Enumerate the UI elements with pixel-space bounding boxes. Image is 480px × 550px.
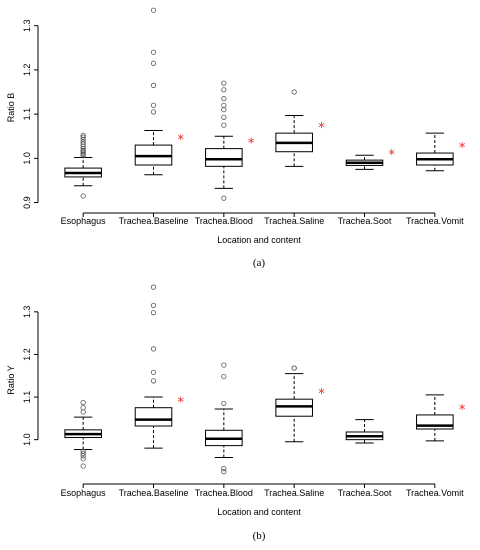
outlier-point (80, 132, 86, 138)
x-axis-title: Location and content (217, 235, 301, 245)
x-tick-label: Esophagus (61, 216, 107, 226)
significance-star: * (459, 141, 466, 156)
x-tick-label: Trachea.Vomit (406, 488, 464, 498)
box-trachea-blood: Trachea.Blood (195, 362, 253, 498)
x-axis-title: Location and content (217, 507, 301, 517)
outlier-point (150, 82, 157, 88)
box-trachea-soot: Trachea.Soot (338, 419, 392, 498)
x-tick-label: Trachea.Soot (338, 488, 392, 498)
outlier-point (150, 7, 157, 13)
y-tick-label: 1.0 (22, 433, 32, 446)
outlier-point (221, 80, 227, 86)
x-tick-label: Esophagus (61, 488, 107, 498)
outlier-point (150, 49, 157, 55)
y-tick-label: 1.1 (22, 391, 32, 404)
x-tick-label: Trachea.Vomit (406, 216, 464, 226)
box-trachea-saline: Trachea.Saline * (264, 89, 325, 226)
outlier-point (150, 60, 157, 66)
x-tick-label: Trachea.Baseline (119, 488, 189, 498)
outlier-point (291, 365, 297, 371)
panel-caption: (a) (253, 257, 266, 269)
significance-star: * (318, 387, 325, 402)
outlier-point (80, 405, 86, 411)
outlier-point (80, 193, 86, 199)
significance-star: * (248, 137, 255, 152)
iqr-box (205, 148, 243, 167)
outlier-point (150, 302, 157, 309)
y-tick-label: 0.9 (22, 196, 32, 209)
panel-b-ratio-y: 1.0 1.1 1.2 1.3 Ratio Y Location and content (… (6, 284, 466, 542)
box-trachea-blood: Trachea.Blood * (195, 80, 255, 226)
outlier-point (80, 448, 86, 454)
outlier-point (150, 284, 157, 290)
iqr-box (416, 414, 454, 430)
iqr-box (275, 398, 313, 417)
x-tick-label: Trachea.Soot (338, 216, 392, 226)
outlier-point (221, 466, 227, 472)
box-esophagus: Esophagus (61, 132, 107, 226)
outlier-point (221, 102, 227, 108)
significance-star: * (178, 133, 185, 148)
outlier-point (80, 139, 86, 145)
outlier-point (150, 102, 157, 108)
outlier-point (221, 362, 227, 368)
outlier-point (80, 399, 86, 406)
x-tick-label: Trachea.Baseline (119, 216, 189, 226)
outlier-point (80, 409, 86, 415)
outlier-point (221, 107, 227, 113)
outlier-point (221, 195, 227, 201)
outlier-point (80, 456, 86, 462)
outlier-point (221, 114, 227, 120)
outlier-point (80, 141, 86, 147)
y-axis-title: Ratio B (6, 93, 16, 123)
outlier-point (80, 463, 86, 469)
iqr-box (134, 407, 173, 427)
significance-star: * (459, 403, 466, 418)
outlier-point (221, 469, 227, 475)
outlier-point (80, 134, 86, 140)
x-tick-label: Trachea.Saline (264, 488, 324, 498)
outlier-point (221, 400, 227, 407)
x-tick-label: Trachea.Blood (195, 488, 253, 498)
outlier-point (221, 373, 227, 380)
outlier-point (291, 89, 297, 95)
y-tick-label: 1.2 (22, 64, 32, 77)
panel-a-ratio-b: 0.9 1.0 1.1 1.2 1.3 Ratio B Location and conte… (6, 7, 466, 269)
y-tick-label: 1.3 (22, 19, 32, 32)
outlier-point (221, 96, 227, 102)
outlier-point (80, 450, 86, 456)
outlier-point (150, 310, 157, 316)
y-tick-label: 1.1 (22, 108, 32, 121)
box-trachea-saline: Trachea.Saline * (264, 365, 325, 498)
significance-star: * (318, 121, 325, 136)
x-tick-label: Trachea.Saline (264, 216, 324, 226)
outlier-point (150, 378, 157, 384)
significance-star: * (389, 148, 396, 163)
outlier-point (80, 147, 86, 153)
y-axis-title: Ratio Y (6, 365, 16, 394)
significance-star: * (178, 396, 185, 411)
box-esophagus: Esophagus (61, 399, 107, 498)
y-tick-label: 1.0 (22, 152, 32, 165)
x-tick-label: Trachea.Blood (195, 216, 253, 226)
outlier-point (150, 109, 157, 115)
box-trachea-baseline: Trachea.Baseline * (119, 284, 189, 498)
outlier-point (150, 346, 157, 352)
panel-caption: (b) (253, 530, 266, 542)
box-trachea-vomit: Trachea.Vomit * (406, 132, 466, 226)
outlier-point (221, 122, 227, 128)
outlier-point (221, 87, 227, 93)
box-trachea-baseline: Trachea.Baseline * (119, 7, 189, 226)
outlier-point (80, 136, 86, 142)
box-trachea-soot: Trachea.Soot * (338, 148, 396, 226)
y-tick-label: 1.2 (22, 348, 32, 361)
outlier-point (150, 369, 157, 375)
y-tick-label: 1.3 (22, 306, 32, 319)
box-trachea-vomit: Trachea.Vomit * (406, 394, 466, 498)
